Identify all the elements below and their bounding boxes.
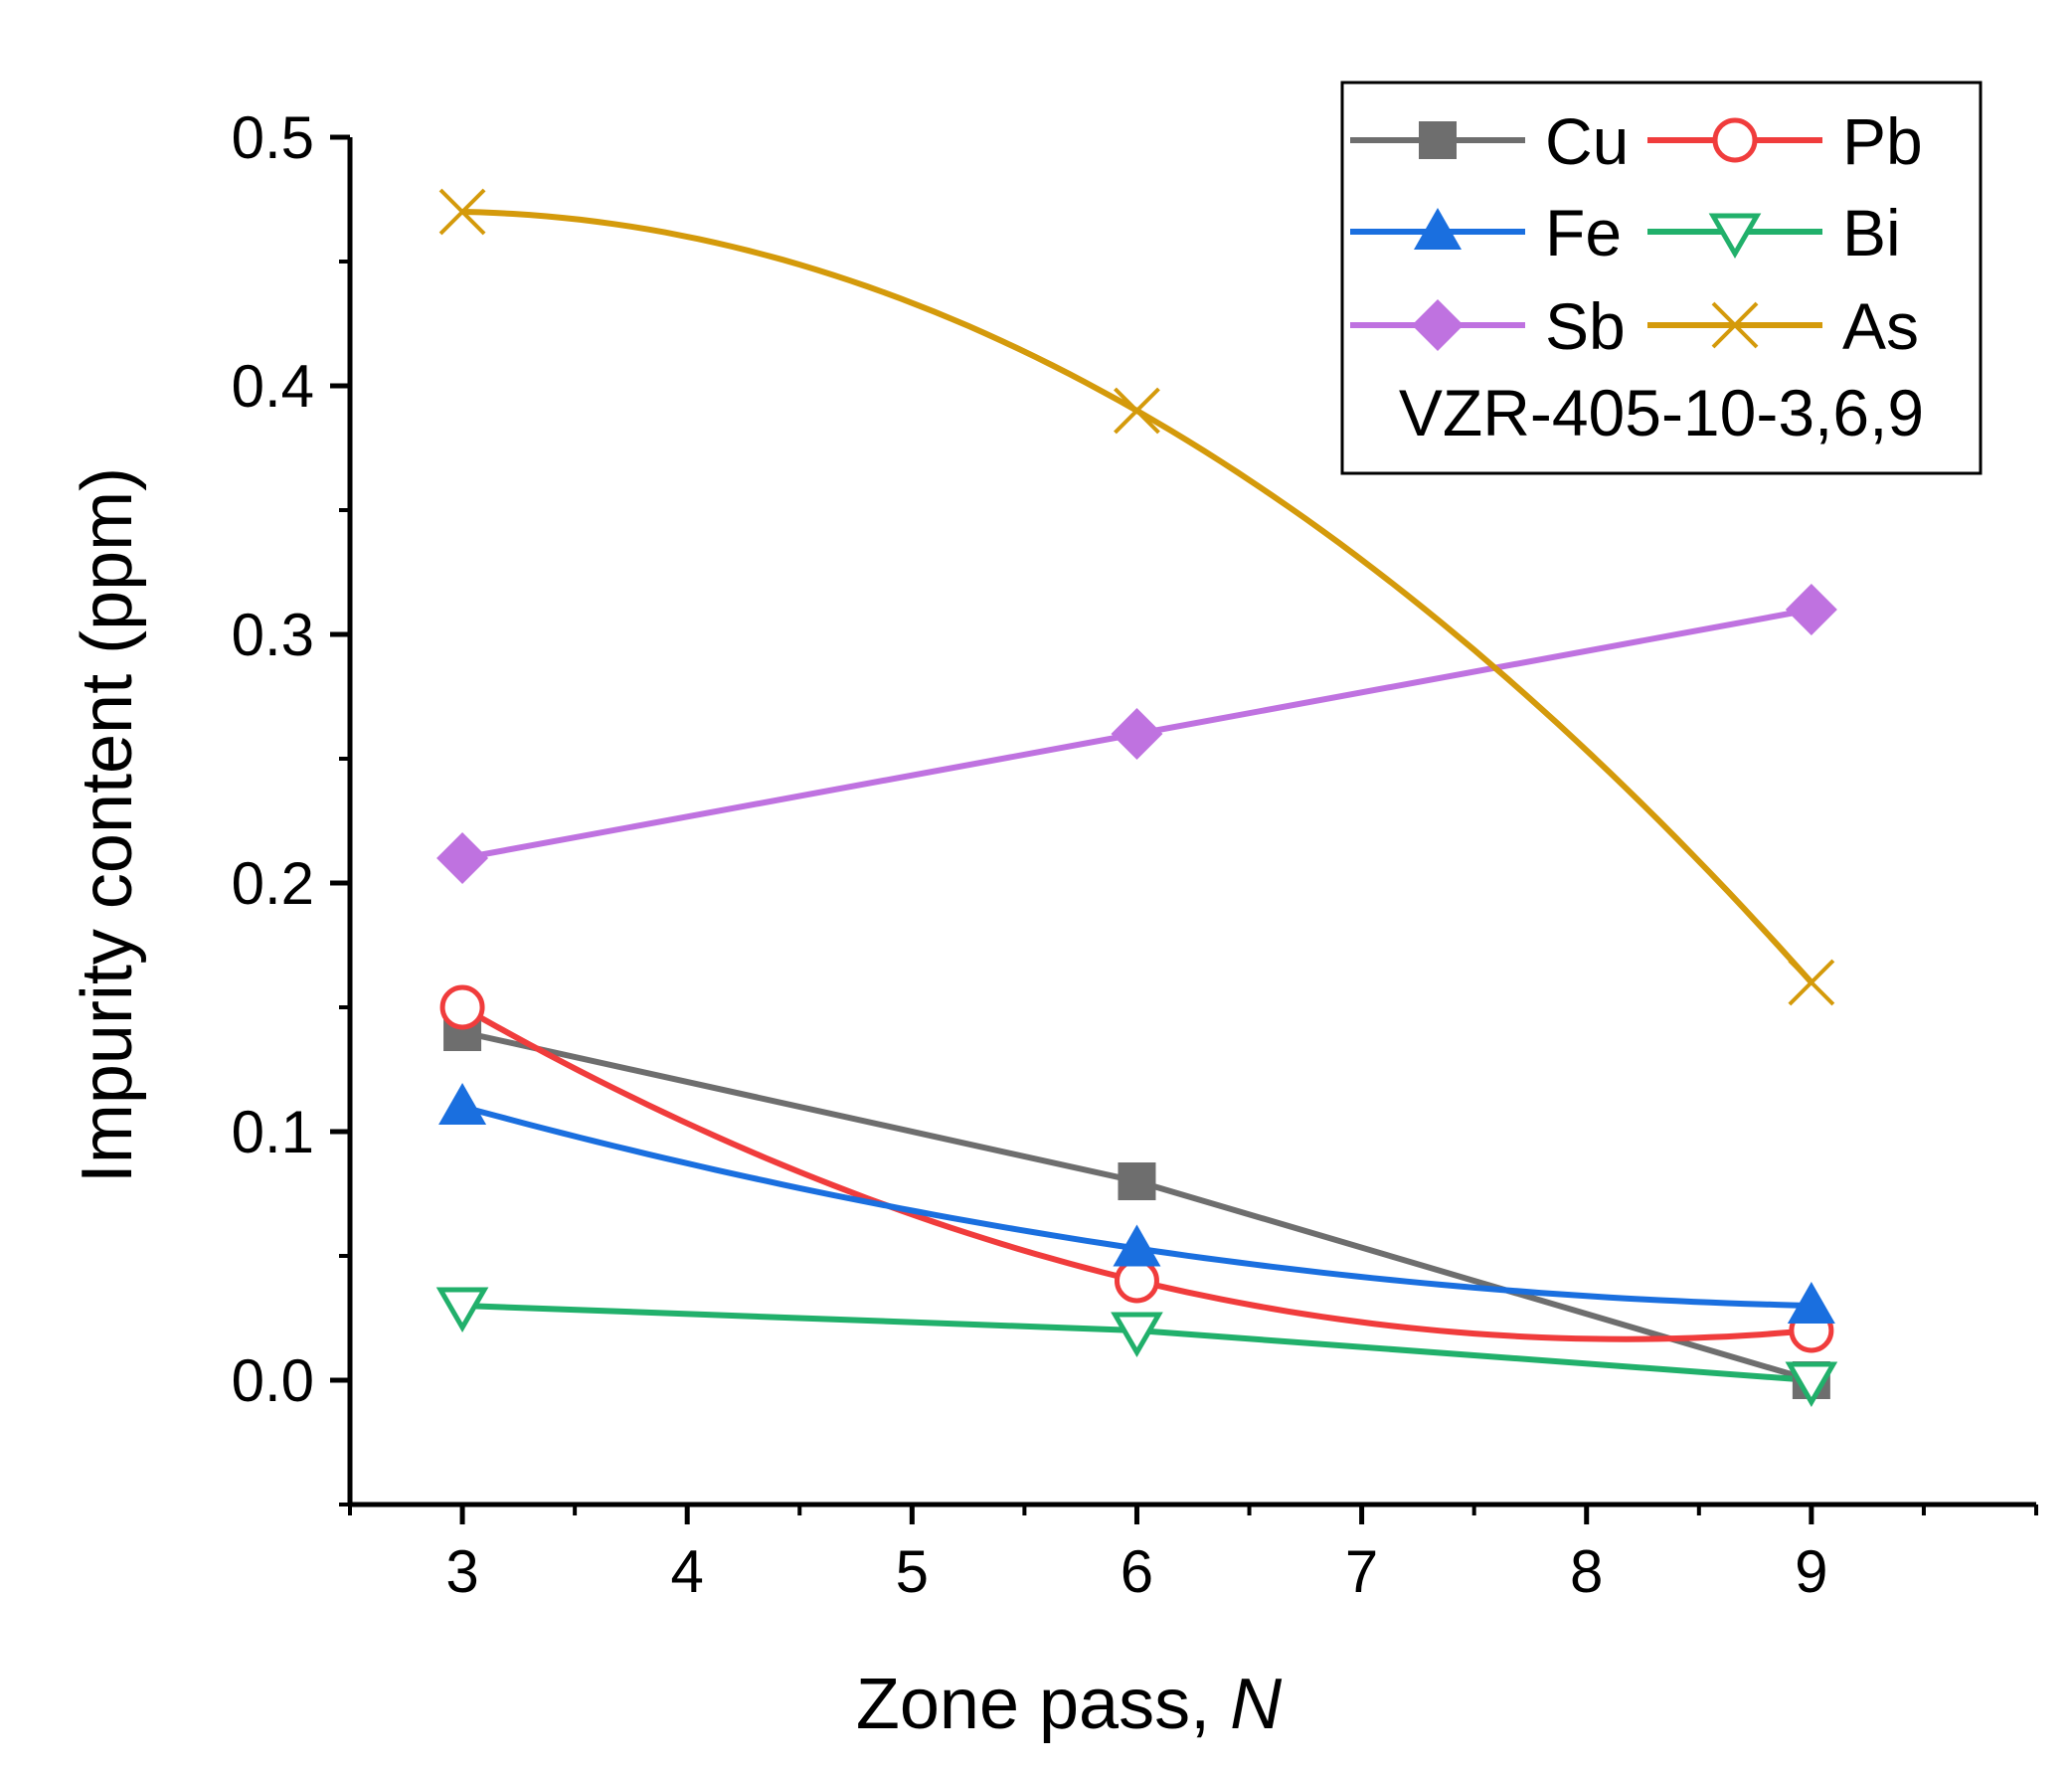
data-point-bi: [435, 1287, 489, 1332]
legend-label-pb: Pb: [1842, 104, 1923, 178]
legend-marker-as: [1711, 301, 1759, 349]
x-tick-label: 8: [1570, 1538, 1603, 1605]
legend-marker-bi: [1708, 213, 1762, 259]
legend-marker-pb: [1712, 117, 1758, 163]
legend-label-cu: Cu: [1545, 104, 1629, 178]
x-axis-title-variable: N: [1230, 1665, 1283, 1744]
x-tick-label: 3: [445, 1538, 478, 1605]
x-tick-label: 9: [1795, 1538, 1827, 1605]
data-point-sb: [1111, 708, 1163, 760]
data-point-pb: [1114, 1258, 1159, 1304]
y-tick-label: 0.1: [232, 1099, 314, 1165]
legend-label-as: As: [1842, 289, 1919, 363]
data-point-fe: [438, 1083, 487, 1125]
plot-markers: [435, 188, 1838, 1407]
data-point-fe: [1787, 1282, 1835, 1324]
data-point-sb: [436, 832, 489, 884]
data-point-sb: [1785, 584, 1837, 635]
data-point-bi: [1111, 1312, 1163, 1357]
legend-marker-sb: [1412, 299, 1464, 351]
data-point-bi: [1785, 1361, 1838, 1407]
data-point-fe: [1113, 1224, 1161, 1267]
data-point-as: [1788, 959, 1835, 1006]
y-axis-title: Impurity content (ppm): [68, 467, 147, 1183]
legend-label-fe: Fe: [1545, 196, 1622, 269]
legend-label-sb: Sb: [1545, 289, 1626, 363]
x-axis-title-text: Zone pass,: [856, 1665, 1230, 1744]
data-point-as: [1114, 387, 1160, 435]
data-point-pb: [439, 984, 485, 1030]
y-tick-label: 0.2: [232, 850, 314, 917]
x-tick-label: 4: [671, 1538, 704, 1605]
x-tick-label: 5: [896, 1538, 929, 1605]
y-tick-label: 0.5: [232, 104, 314, 171]
y-tick-label: 0.3: [232, 602, 314, 668]
x-axis-title: Zone pass, N: [856, 1665, 1283, 1744]
x-tick-label: 7: [1345, 1538, 1378, 1605]
axes: 3 4 5 6 7 8 9 0.0 0.1 0.2 0.3 0.4 0.5: [232, 104, 2038, 1605]
legend-marker-cu: [1419, 121, 1457, 159]
y-tick-label: 0.0: [232, 1347, 314, 1414]
y-tick-label: 0.4: [232, 353, 314, 420]
data-point-as: [438, 188, 486, 236]
legend-note: VZR-405-10-3,6,9: [1399, 376, 1924, 449]
legend: Cu Pb Fe Bi Sb As VZR-405-10-3,6,9: [1340, 81, 1983, 475]
x-tick-label: 6: [1121, 1538, 1153, 1605]
data-point-cu: [1118, 1162, 1156, 1200]
legend-label-bi: Bi: [1842, 196, 1901, 269]
legend-marker-fe: [1414, 208, 1462, 250]
